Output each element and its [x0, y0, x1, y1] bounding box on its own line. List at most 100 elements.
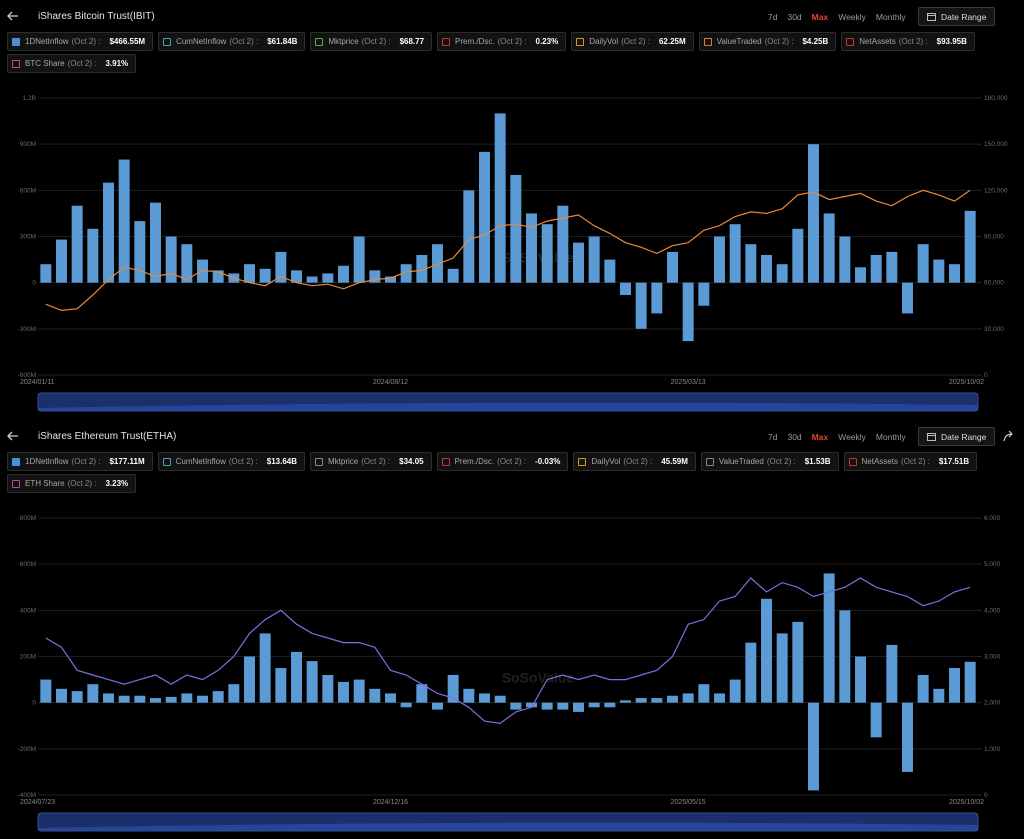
- range-button[interactable]: Monthly: [875, 432, 906, 442]
- y2-tick-label: 5,000: [984, 561, 1001, 568]
- metric-chip[interactable]: DailyVol (Oct 2) : 62.25M: [571, 32, 694, 51]
- range-button[interactable]: 7d: [768, 12, 778, 22]
- bar: [714, 236, 725, 283]
- range-button[interactable]: Weekly: [838, 432, 866, 442]
- y2-tick-label: 2,000: [984, 700, 1001, 707]
- bar: [902, 702, 913, 772]
- range-button[interactable]: 30d: [787, 12, 802, 22]
- metric-value: $466.55M: [109, 37, 146, 46]
- metric-value: $4.25B: [802, 37, 829, 46]
- range-button[interactable]: Max: [811, 12, 829, 22]
- metric-checkbox[interactable]: [12, 479, 20, 488]
- metric-checkbox[interactable]: [12, 457, 20, 466]
- metric-chip[interactable]: ValueTraded (Oct 2) : $1.53B: [700, 452, 839, 471]
- bar: [322, 674, 334, 703]
- y2-tick-label: 0: [984, 372, 988, 379]
- metric-checkbox[interactable]: [162, 457, 171, 466]
- range-button[interactable]: 30d: [787, 432, 802, 442]
- metric-chip[interactable]: Mktprice (Oct 2) : $68.77: [310, 32, 433, 51]
- bar: [886, 251, 898, 283]
- share-arrow: [1003, 430, 1013, 442]
- metric-checkbox[interactable]: [442, 37, 451, 46]
- metric-label: 1DNetInflow: [25, 457, 69, 466]
- metric-checkbox[interactable]: [163, 37, 172, 46]
- metric-chip[interactable]: BTC Share (Oct 2) : 3.91%: [7, 54, 137, 73]
- bar: [604, 702, 616, 708]
- metric-value: $93.95B: [936, 37, 967, 46]
- price-line: [45, 577, 971, 725]
- metric-label: Prem./Dsc.: [454, 457, 495, 466]
- metric-checkbox[interactable]: [315, 37, 324, 46]
- x-tick-label: 2024/08/12: [373, 379, 408, 386]
- bar: [745, 244, 757, 283]
- bar: [353, 236, 365, 283]
- metric-chip[interactable]: NetAssets (Oct 2) : $93.95B: [841, 32, 975, 51]
- bar: [557, 702, 569, 710]
- metric-checkbox[interactable]: [705, 457, 714, 466]
- metric-chip[interactable]: CumNetInflow (Oct 2) : $61.84B: [158, 32, 306, 51]
- back-arrow: [7, 11, 18, 21]
- bar: [479, 151, 490, 283]
- range-button[interactable]: Monthly: [875, 12, 906, 22]
- bar: [259, 268, 271, 283]
- header: iShares Ethereum Trust(ETHA) 7d 30d Max Week…: [0, 426, 1024, 448]
- y2-tick-label: 60,000: [984, 280, 1004, 287]
- bar: [949, 264, 960, 283]
- metric-checkbox[interactable]: [578, 457, 587, 466]
- bar: [181, 244, 193, 283]
- metric-chip[interactable]: 1DNetInflow (Oct 2) : $466.55M: [7, 32, 154, 51]
- metric-chip[interactable]: DailyVol (Oct 2) : 45.59M: [573, 452, 696, 471]
- metric-chip[interactable]: 1DNetInflow (Oct 2) : $177.11M: [7, 452, 153, 471]
- range-button[interactable]: Weekly: [838, 12, 866, 22]
- metric-value: $61.84B: [267, 37, 298, 46]
- metric-checkbox[interactable]: [315, 457, 323, 466]
- metric-chip[interactable]: Prem./Dsc. (Oct 2) : -0.03%: [436, 452, 569, 471]
- bar: [228, 684, 240, 703]
- metric-chip[interactable]: Mktprice (Oct 2) : $34.05: [310, 452, 432, 471]
- metric-chip[interactable]: ValueTraded (Oct 2) : $4.25B: [698, 32, 837, 51]
- metric-chip[interactable]: CumNetInflow (Oct 2) : $13.64B: [157, 452, 305, 471]
- bar: [651, 698, 663, 703]
- calendar-icon: [927, 433, 936, 441]
- bar: [416, 254, 428, 283]
- y-tick-label: 600M: [20, 187, 36, 194]
- x-tick-label: 2025/10/02: [949, 799, 984, 806]
- range-button[interactable]: Max: [811, 432, 829, 442]
- range-button[interactable]: 7d: [768, 432, 778, 442]
- bar: [745, 642, 757, 703]
- share-button[interactable]: [1003, 430, 1015, 442]
- bar: [808, 144, 819, 283]
- metric-checkbox[interactable]: [846, 37, 855, 46]
- metric-chip[interactable]: NetAssets (Oct 2) : $17.51B: [843, 452, 978, 471]
- y-tick-label: -600M: [18, 372, 36, 379]
- bar: [510, 702, 522, 710]
- bar: [212, 691, 224, 703]
- date-range-button[interactable]: Date Range: [918, 7, 996, 26]
- bar: [855, 267, 866, 283]
- metric-value: 3.91%: [105, 59, 129, 68]
- y-tick-label: -200M: [18, 746, 36, 753]
- date-range-button[interactable]: Date Range: [918, 427, 996, 446]
- metric-checkbox[interactable]: [703, 37, 712, 46]
- x-tick-label: 2024/07/23: [20, 799, 55, 806]
- metric-checkbox[interactable]: [12, 59, 20, 68]
- bar: [306, 276, 318, 283]
- metric-checkbox[interactable]: [576, 37, 585, 46]
- back-button[interactable]: [6, 10, 20, 22]
- bar: [620, 282, 631, 295]
- metric-chip[interactable]: Prem./Dsc. (Oct 2) : 0.23%: [437, 32, 567, 51]
- metric-chip[interactable]: ETH Share (Oct 2) : 3.23%: [7, 474, 137, 493]
- bar: [588, 236, 600, 283]
- bar: [870, 702, 882, 738]
- metric-checkbox[interactable]: [848, 457, 857, 466]
- metric-checkbox[interactable]: [12, 37, 20, 46]
- back-button[interactable]: [6, 430, 20, 442]
- metric-label: ValueTraded: [718, 457, 764, 466]
- bar: [322, 273, 334, 283]
- metric-row: 1DNetInflow (Oct 2) : $466.55M CumNetInflow…: [7, 32, 1017, 51]
- metric-label: DailyVol: [589, 37, 619, 46]
- metric-date: (Oct 2) :: [71, 37, 101, 46]
- bar: [886, 644, 898, 703]
- metric-checkbox[interactable]: [441, 457, 450, 466]
- bar: [698, 282, 710, 306]
